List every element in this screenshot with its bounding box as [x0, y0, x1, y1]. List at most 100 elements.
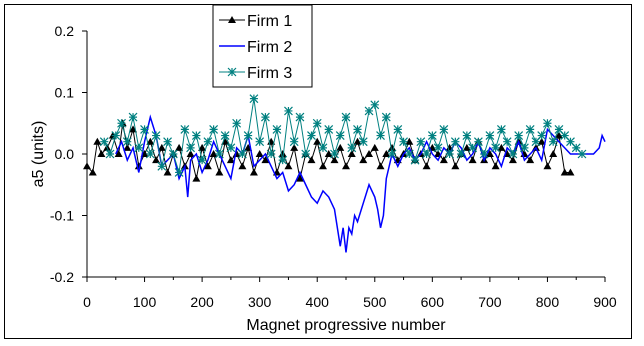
- triangle-marker: [134, 162, 143, 170]
- asterisk-marker: [525, 124, 535, 134]
- x-tick-label: 900: [593, 294, 617, 310]
- asterisk-marker: [508, 149, 518, 159]
- asterisk-marker: [117, 118, 126, 128]
- triangle-marker: [93, 137, 102, 145]
- asterisk-marker: [237, 149, 247, 159]
- asterisk-marker: [243, 131, 253, 140]
- series-3: [99, 94, 587, 177]
- triangle-marker: [566, 168, 575, 176]
- asterisk-marker: [519, 143, 529, 153]
- triangle-marker: [123, 143, 132, 151]
- triangle-marker: [537, 137, 546, 145]
- asterisk-marker: [186, 143, 196, 153]
- x-tick-label: 500: [363, 294, 387, 310]
- asterisk-marker: [462, 131, 472, 140]
- legend-label: Firm 1: [247, 13, 292, 30]
- triangle-marker: [295, 174, 304, 182]
- legend-item-1: [219, 16, 245, 23]
- triangle-marker: [83, 162, 91, 170]
- triangle-marker: [97, 150, 106, 157]
- triangle-marker: [324, 150, 333, 157]
- triangle-marker: [336, 143, 345, 151]
- triangle-marker: [318, 162, 327, 170]
- x-tick-label: 100: [133, 294, 157, 310]
- triangle-marker: [491, 162, 500, 170]
- x-tick-label: 200: [190, 294, 214, 310]
- triangle-marker: [497, 143, 506, 151]
- legend-label: Firm 2: [247, 39, 292, 56]
- asterisk-marker: [445, 149, 455, 159]
- triangle-marker: [330, 156, 339, 164]
- x-tick-label: 700: [478, 294, 502, 310]
- triangle-marker: [278, 150, 287, 157]
- triangle-marker: [370, 143, 379, 151]
- asterisk-marker: [427, 131, 437, 140]
- asterisk-marker: [301, 149, 311, 159]
- triangle-marker: [554, 131, 563, 139]
- triangle-marker: [255, 150, 264, 157]
- asterisk-marker: [289, 137, 299, 147]
- asterisk-marker: [163, 137, 173, 147]
- asterisk-marker: [197, 155, 207, 165]
- asterisk-marker: [312, 118, 322, 128]
- asterisk-marker: [232, 118, 242, 128]
- y-tick-label: -0.1: [50, 208, 74, 224]
- asterisk-marker: [577, 149, 587, 159]
- asterisk-marker: [151, 131, 161, 140]
- triangle-marker: [382, 150, 391, 157]
- asterisk-marker: [220, 131, 230, 140]
- asterisk-marker: [295, 112, 305, 122]
- asterisk-marker: [99, 137, 109, 147]
- asterisk-marker: [324, 124, 334, 134]
- triangle-marker: [422, 162, 431, 170]
- asterisk-marker: [255, 137, 265, 147]
- asterisk-marker: [393, 124, 403, 134]
- asterisk-marker: [128, 112, 138, 122]
- asterisk-marker: [203, 137, 213, 147]
- asterisk-marker: [485, 131, 495, 140]
- asterisk-marker: [266, 149, 276, 159]
- asterisk-marker: [548, 137, 558, 147]
- asterisk-marker: [560, 131, 570, 140]
- triangle-marker: [405, 137, 414, 145]
- x-tick-label: 300: [248, 294, 272, 310]
- asterisk-marker: [358, 137, 368, 147]
- asterisk-marker: [468, 143, 478, 153]
- triangle-marker: [284, 162, 293, 170]
- asterisk-marker: [416, 137, 426, 147]
- triangle-marker: [186, 150, 195, 157]
- triangle-marker: [508, 156, 517, 164]
- triangle-marker: [359, 156, 368, 164]
- asterisk-marker: [473, 137, 483, 147]
- triangle-marker: [228, 16, 236, 23]
- triangle-marker: [129, 125, 138, 133]
- asterisk-marker: [399, 137, 408, 147]
- asterisk-marker: [260, 112, 270, 122]
- series-line-2: [115, 114, 606, 253]
- asterisk-marker: [387, 149, 397, 159]
- triangle-marker: [249, 168, 258, 176]
- asterisk-marker: [502, 137, 512, 147]
- triangle-marker: [313, 137, 322, 145]
- asterisk-marker: [554, 124, 564, 134]
- asterisk-marker: [174, 168, 184, 177]
- triangle-marker: [226, 156, 235, 164]
- asterisk-marker: [122, 137, 132, 147]
- triangle-marker: [388, 143, 397, 151]
- triangle-marker: [163, 168, 172, 176]
- asterisk-marker: [422, 149, 432, 159]
- asterisk-marker: [450, 137, 460, 147]
- triangle-marker: [462, 143, 471, 151]
- y-tick-label: 0.0: [55, 146, 75, 162]
- asterisk-marker: [278, 155, 288, 165]
- triangle-marker: [353, 137, 362, 145]
- triangle-marker: [526, 156, 535, 164]
- asterisk-marker: [543, 118, 552, 128]
- asterisk-marker: [491, 143, 501, 153]
- triangle-marker: [290, 143, 299, 151]
- asterisk-marker: [335, 131, 345, 140]
- asterisk-marker: [479, 149, 489, 159]
- x-tick-label: 800: [536, 294, 560, 310]
- triangle-marker: [209, 150, 218, 157]
